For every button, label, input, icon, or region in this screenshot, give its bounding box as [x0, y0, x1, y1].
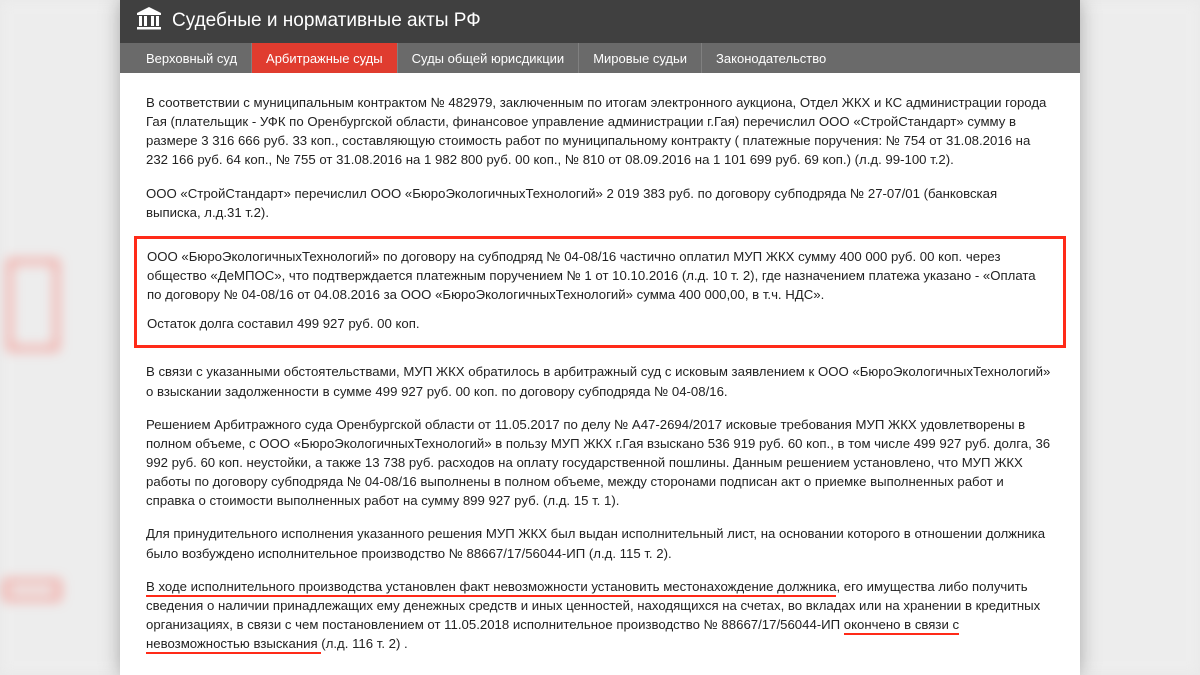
nav-arbitration-courts[interactable]: Арбитражные суды [251, 43, 397, 73]
nav-supreme-court[interactable]: Верховный суд [132, 43, 251, 73]
paragraph: ООО «БюроЭкологичныхТехнологий» по догов… [147, 247, 1053, 304]
underlined-text: В ходе исполнительного производства уста… [146, 579, 836, 597]
document-body: В соответствии с муниципальным контракто… [120, 73, 1080, 675]
nav-label: Арбитражные суды [266, 51, 383, 66]
nav-magistrate-courts[interactable]: Мировые судьи [578, 43, 701, 73]
nav-label: Законодательство [716, 51, 826, 66]
nav-label: Мировые судьи [593, 51, 687, 66]
building-icon [136, 6, 162, 35]
nav-general-courts[interactable]: Суды общей юрисдикции [397, 43, 579, 73]
paragraph: В соответствии с муниципальным контракто… [146, 93, 1054, 170]
main-window: Судебные и нормативные акты РФ Верховный… [120, 0, 1080, 675]
paragraph: Для принудительного исполнения указанног… [146, 524, 1054, 562]
nav-label: Верховный суд [146, 51, 237, 66]
site-header: Судебные и нормативные акты РФ [120, 0, 1080, 43]
text-span: (л.д. 116 т. 2) . [321, 636, 407, 651]
paragraph: Остаток долга составил 499 927 руб. 00 к… [147, 314, 1053, 333]
paragraph: ООО «СтройСтандарт» перечислил ООО «Бюро… [146, 184, 1054, 222]
highlight-box: ООО «БюроЭкологичныхТехнологий» по догов… [134, 236, 1066, 349]
site-title: Судебные и нормативные акты РФ [172, 10, 481, 32]
nav-spacer [840, 43, 1080, 73]
nav-legislation[interactable]: Законодательство [701, 43, 840, 73]
paragraph-with-underline: В ходе исполнительного производства уста… [146, 577, 1054, 654]
paragraph: Решением Арбитражного суда Оренбургской … [146, 415, 1054, 511]
main-nav: Верховный суд Арбитражные суды Суды обще… [120, 43, 1080, 73]
paragraph: В связи с указанными обстоятельствами, М… [146, 362, 1054, 400]
nav-label: Суды общей юрисдикции [412, 51, 565, 66]
